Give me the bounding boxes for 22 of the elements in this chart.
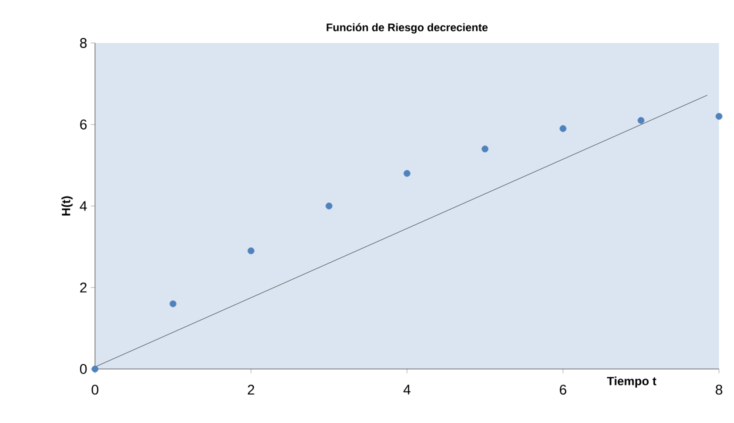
point <box>638 117 644 124</box>
point <box>92 366 98 372</box>
y-tick-label: 4 <box>80 201 87 211</box>
chart-title: Función de Riesgo decreciente <box>326 23 488 34</box>
y-axis-title: H(t) <box>62 196 73 216</box>
x-tick-label: 0 <box>92 384 98 395</box>
x-tick-label: 8 <box>716 384 722 395</box>
x-tick-label: 6 <box>560 384 566 395</box>
point <box>326 202 332 210</box>
x-tick-label: 2 <box>248 384 254 395</box>
y-tick-label: 6 <box>80 120 87 130</box>
y-tick-label: 8 <box>80 38 87 48</box>
point <box>482 146 488 152</box>
y-tick-label: 2 <box>80 282 87 292</box>
point <box>560 125 566 132</box>
x-tick-label: 4 <box>403 384 410 394</box>
point <box>404 170 410 177</box>
point <box>716 112 722 120</box>
point <box>248 247 254 254</box>
point <box>170 300 176 308</box>
x-axis-title: Tiempo t <box>606 376 656 388</box>
y-tick-label: 0 <box>80 364 87 374</box>
